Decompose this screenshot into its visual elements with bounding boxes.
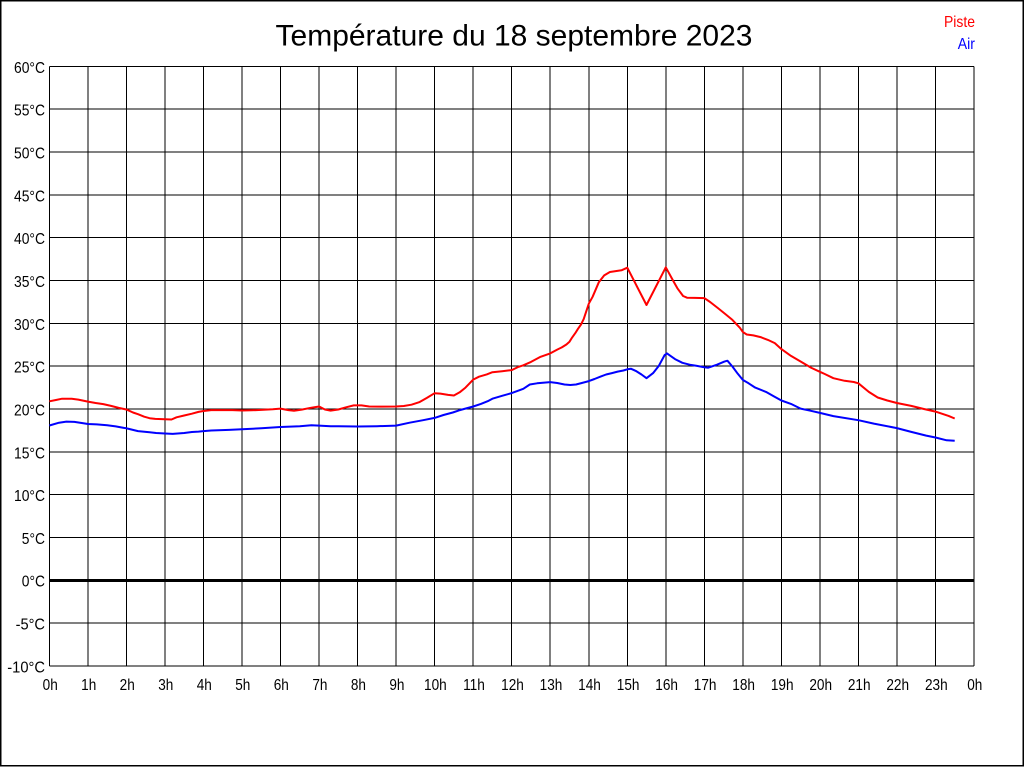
svg-text:15h: 15h (617, 677, 640, 694)
svg-text:5°C: 5°C (22, 531, 45, 548)
svg-text:10h: 10h (424, 677, 447, 694)
svg-text:16h: 16h (655, 677, 678, 694)
svg-text:50°C: 50°C (14, 146, 45, 163)
svg-text:0h: 0h (43, 677, 58, 694)
svg-text:-10°C: -10°C (7, 659, 45, 676)
svg-text:18h: 18h (732, 677, 755, 694)
svg-text:20°C: 20°C (14, 402, 45, 419)
svg-text:22h: 22h (886, 677, 909, 694)
svg-text:45°C: 45°C (14, 188, 45, 205)
svg-text:15°C: 15°C (14, 445, 45, 462)
svg-text:12h: 12h (501, 677, 524, 694)
svg-text:40°C: 40°C (14, 231, 45, 248)
svg-text:-5°C: -5°C (16, 617, 45, 634)
svg-text:55°C: 55°C (14, 103, 45, 120)
svg-text:4h: 4h (197, 677, 212, 694)
svg-text:35°C: 35°C (14, 274, 45, 291)
svg-text:Piste: Piste (944, 14, 975, 31)
svg-text:25°C: 25°C (14, 360, 45, 377)
svg-text:9h: 9h (389, 677, 404, 694)
svg-text:6h: 6h (274, 677, 289, 694)
svg-text:30°C: 30°C (14, 317, 45, 334)
svg-text:14h: 14h (578, 677, 601, 694)
svg-text:2h: 2h (120, 677, 135, 694)
svg-text:0h: 0h (967, 677, 982, 694)
svg-text:Température du 18 septembre 20: Température du 18 septembre 2023 (276, 20, 753, 53)
svg-text:19h: 19h (771, 677, 794, 694)
svg-text:11h: 11h (463, 677, 485, 694)
svg-text:Air: Air (958, 36, 976, 53)
svg-text:5h: 5h (235, 677, 250, 694)
svg-text:21h: 21h (848, 677, 871, 694)
svg-text:1h: 1h (81, 677, 96, 694)
svg-text:60°C: 60°C (14, 60, 45, 77)
svg-text:10°C: 10°C (14, 488, 45, 505)
svg-text:8h: 8h (351, 677, 366, 694)
svg-text:0°C: 0°C (22, 574, 45, 591)
svg-text:17h: 17h (694, 677, 717, 694)
svg-text:3h: 3h (158, 677, 173, 694)
svg-text:23h: 23h (925, 677, 948, 694)
svg-text:20h: 20h (809, 677, 832, 694)
svg-text:7h: 7h (312, 677, 327, 694)
svg-text:13h: 13h (540, 677, 563, 694)
